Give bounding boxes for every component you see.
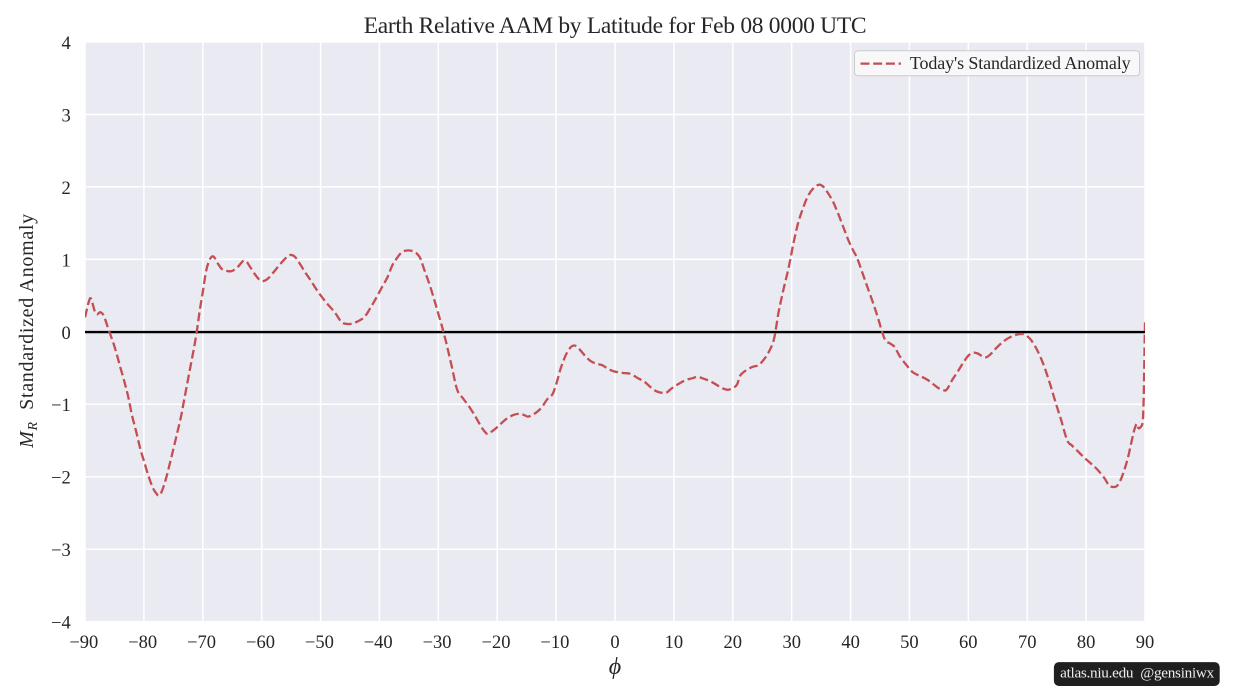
svg-text:40: 40 <box>841 633 860 653</box>
svg-text:1: 1 <box>62 251 71 271</box>
svg-text:20: 20 <box>724 633 743 653</box>
svg-text:−1: −1 <box>51 396 71 416</box>
svg-text:60: 60 <box>959 633 978 653</box>
svg-text:−2: −2 <box>51 469 71 489</box>
svg-text:0: 0 <box>62 324 71 344</box>
svg-text:30: 30 <box>782 633 801 653</box>
svg-text:10: 10 <box>665 633 684 653</box>
svg-text:−70: −70 <box>187 633 216 653</box>
svg-text:Earth Relative AAM by Latitude: Earth Relative AAM by Latitude for Feb 0… <box>364 13 867 39</box>
svg-text:80: 80 <box>1077 633 1096 653</box>
svg-text:0: 0 <box>610 633 619 653</box>
svg-text:MR Standardized Anomaly: MR Standardized Anomaly <box>16 213 41 449</box>
svg-text:atlas.niu.edu @gensiniwx: atlas.niu.edu @gensiniwx <box>1060 665 1214 682</box>
svg-text:3: 3 <box>62 106 71 126</box>
svg-text:−20: −20 <box>482 633 511 653</box>
svg-text:−80: −80 <box>128 633 157 653</box>
svg-text:−50: −50 <box>305 633 334 653</box>
svg-text:ϕ: ϕ <box>609 654 621 680</box>
svg-text:−3: −3 <box>51 541 71 561</box>
svg-text:2: 2 <box>62 179 71 199</box>
svg-text:90: 90 <box>1136 633 1155 653</box>
svg-text:−4: −4 <box>51 614 71 634</box>
svg-text:−30: −30 <box>423 633 452 653</box>
svg-text:−90: −90 <box>69 633 98 653</box>
svg-text:Today's Standardized Anomaly: Today's Standardized Anomaly <box>910 53 1131 73</box>
svg-text:50: 50 <box>900 633 919 653</box>
svg-text:−10: −10 <box>540 633 569 653</box>
svg-text:−60: −60 <box>246 633 275 653</box>
svg-text:70: 70 <box>1018 633 1037 653</box>
svg-text:4: 4 <box>62 34 71 54</box>
svg-text:−40: −40 <box>364 633 393 653</box>
